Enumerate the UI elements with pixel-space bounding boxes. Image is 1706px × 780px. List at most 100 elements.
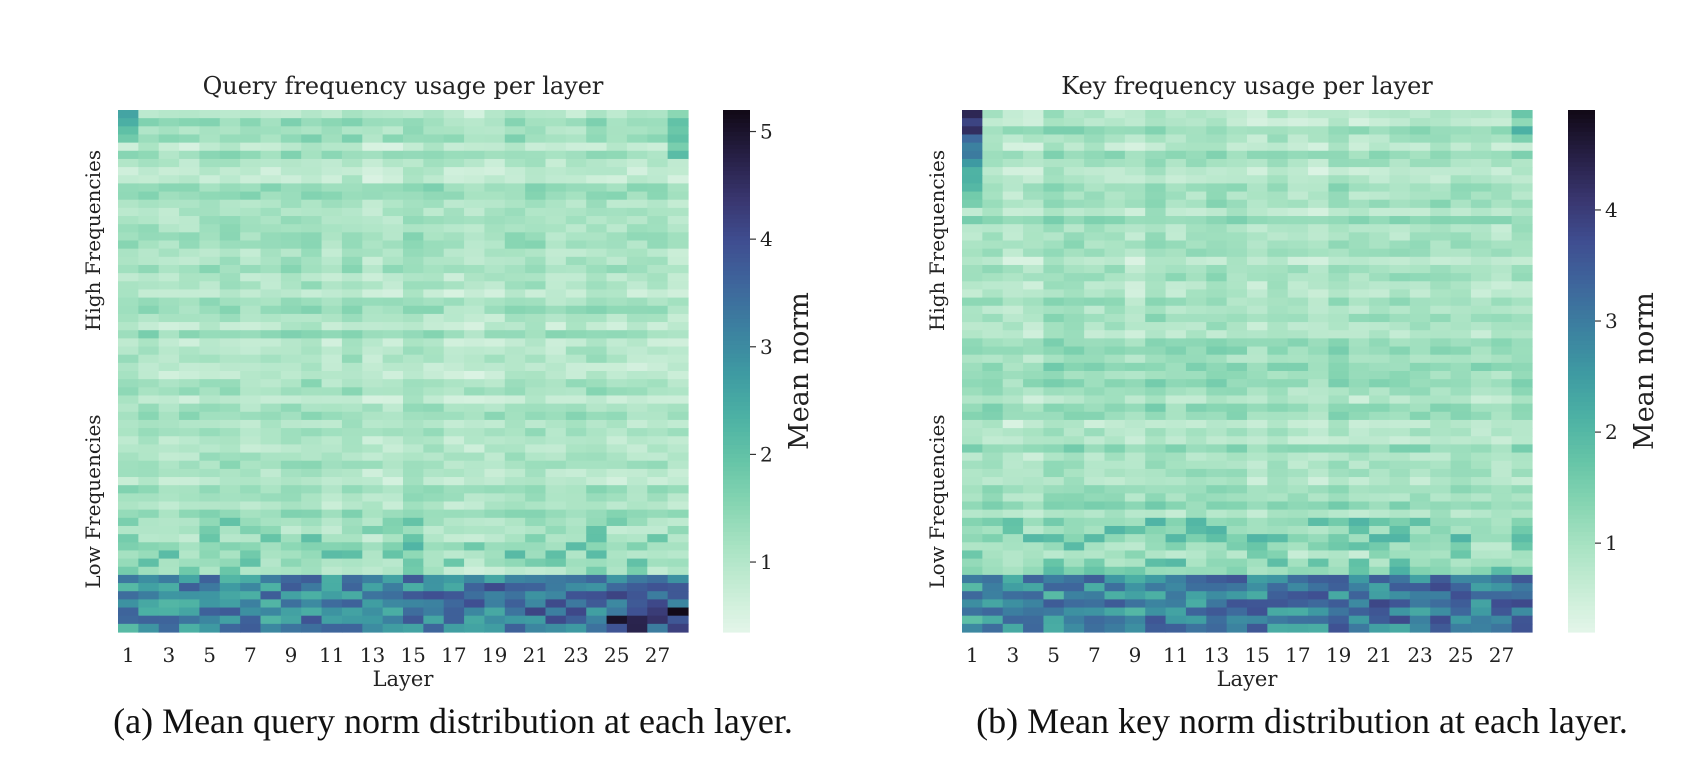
heatmap-cell <box>647 436 669 446</box>
heatmap-cell <box>1226 224 1248 233</box>
heatmap-cell <box>1267 428 1289 437</box>
heatmap-cell <box>1104 525 1126 535</box>
heatmap-cell <box>403 566 424 576</box>
heatmap-cell <box>1267 289 1289 299</box>
heatmap-cell <box>280 411 302 421</box>
heatmap-cell <box>1470 330 1492 339</box>
colorbar-step <box>723 344 750 350</box>
colorbar-step <box>1568 475 1595 481</box>
heatmap-cell <box>1145 599 1167 609</box>
heatmap-cell <box>1206 501 1228 511</box>
heatmap-cell <box>1124 158 1146 168</box>
heatmap-cell <box>423 289 445 299</box>
heatmap-cell <box>118 550 139 560</box>
heatmap-cell <box>321 118 343 127</box>
heatmap-cell <box>1267 493 1289 503</box>
colorbar-step <box>1568 414 1595 420</box>
heatmap-cell <box>199 550 221 560</box>
heatmap-cell <box>1104 322 1126 331</box>
heatmap-cell <box>647 232 669 242</box>
heatmap-cell <box>1491 216 1513 225</box>
heatmap-cell <box>179 583 201 592</box>
heatmap-cell <box>443 534 465 543</box>
heatmap-cell <box>1145 379 1167 388</box>
heatmap-cell <box>545 574 567 584</box>
heatmap-cell <box>280 485 302 494</box>
heatmap-cell <box>1165 224 1187 233</box>
heatmap-cell <box>464 517 486 527</box>
heatmap-cell <box>179 550 201 560</box>
heatmap-cell <box>1389 150 1411 160</box>
heatmap-cell <box>962 175 983 185</box>
heatmap-cell <box>1511 183 1533 193</box>
heatmap-cell <box>606 207 628 217</box>
heatmap-cell <box>667 517 689 527</box>
heatmap-cell <box>982 550 1004 560</box>
heatmap-cell <box>626 183 648 193</box>
heatmap-cell <box>1470 411 1492 421</box>
heatmap-cell <box>1409 175 1431 185</box>
heatmap-cell <box>341 224 363 233</box>
heatmap-cell <box>118 207 139 217</box>
heatmap-cell <box>403 150 424 160</box>
heatmap-cell <box>1043 583 1065 592</box>
heatmap-cell <box>1491 362 1513 372</box>
colorbar-step <box>723 510 750 516</box>
heatmap-cell <box>423 591 445 600</box>
heatmap-cell <box>982 534 1004 543</box>
heatmap-cell <box>240 419 262 429</box>
heatmap-cell <box>301 338 323 348</box>
heatmap-cell <box>626 207 648 217</box>
heatmap-cell <box>321 574 343 584</box>
heatmap-cell <box>464 167 486 176</box>
heatmap-cell <box>118 150 139 160</box>
heatmap-cell <box>962 485 983 494</box>
heatmap-cell <box>382 305 404 315</box>
heatmap-cell <box>667 158 689 168</box>
heatmap-cell <box>1124 167 1146 176</box>
heatmap-cell <box>1369 346 1391 356</box>
heatmap-cell <box>982 248 1004 258</box>
heatmap-cell <box>647 566 669 576</box>
heatmap-cell <box>240 167 262 176</box>
heatmap-cell <box>1491 379 1513 388</box>
heatmap-cell <box>1491 542 1513 552</box>
heatmap-cell <box>341 566 363 576</box>
heatmap-cell <box>647 558 669 568</box>
heatmap-cell <box>1430 216 1452 225</box>
heatmap-cell <box>1348 134 1370 144</box>
heatmap-cell <box>1104 232 1126 242</box>
heatmap-cell <box>1063 452 1085 462</box>
heatmap-cell <box>301 501 323 511</box>
heatmap-cell <box>1247 183 1268 193</box>
heatmap-cell <box>667 534 689 543</box>
heatmap-cell <box>362 436 384 446</box>
heatmap-cell <box>158 126 180 136</box>
heatmap-cell <box>1491 207 1513 217</box>
heatmap-cell <box>982 354 1004 364</box>
heatmap-cell <box>1145 623 1167 633</box>
heatmap-cell <box>118 477 139 486</box>
heatmap-cell <box>464 591 486 600</box>
heatmap-cell <box>484 354 506 364</box>
heatmap-cell <box>1470 403 1492 413</box>
heatmap-cell <box>1226 313 1248 323</box>
heatmap-cell <box>1084 199 1106 209</box>
heatmap-cell <box>1409 509 1431 519</box>
heatmap-cell <box>1145 248 1167 258</box>
heatmap-cell <box>1247 583 1268 592</box>
heatmap-cell <box>1511 623 1533 633</box>
heatmap-cell <box>1470 150 1492 160</box>
heatmap-cell <box>1470 142 1492 152</box>
colorbar-step <box>1568 384 1595 389</box>
heatmap-cell <box>1185 216 1207 225</box>
heatmap-cell <box>1267 150 1289 160</box>
heatmap-cell <box>504 501 526 511</box>
heatmap-cell <box>179 199 201 209</box>
heatmap-cell <box>1023 517 1045 527</box>
heatmap-cell <box>1247 297 1268 307</box>
heatmap-cell <box>1308 224 1330 233</box>
heatmap-cell <box>1450 452 1472 462</box>
heatmap-cell <box>667 558 689 568</box>
heatmap-cell <box>1267 191 1289 201</box>
